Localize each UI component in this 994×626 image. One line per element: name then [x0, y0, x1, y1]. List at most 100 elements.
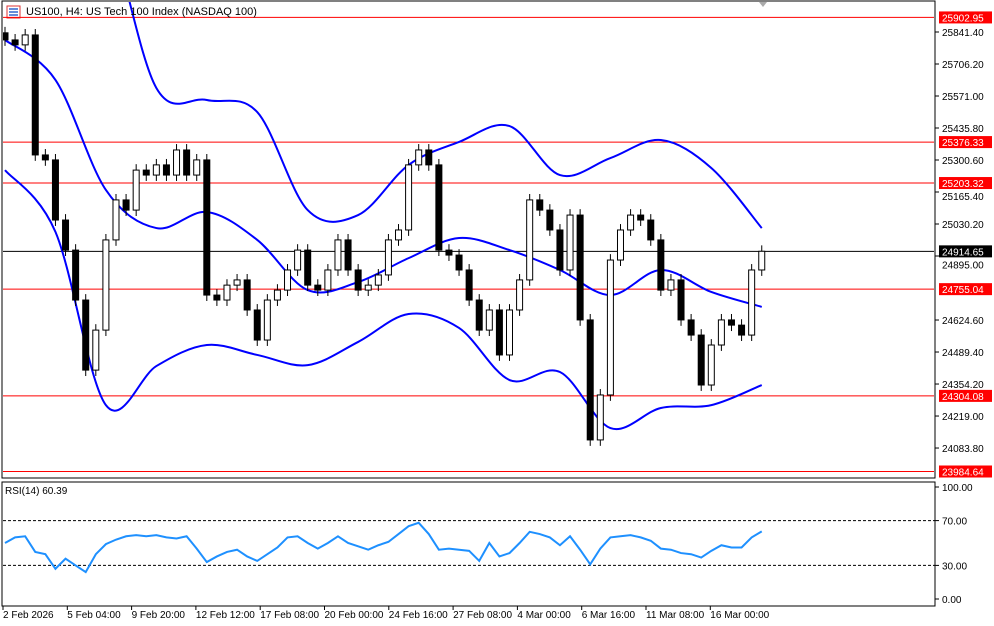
- time-tick-label: 2 Feb 2026: [3, 610, 54, 621]
- candle-body: [273, 289, 281, 301]
- candle-body: [233, 279, 241, 286]
- candle-body: [284, 269, 292, 291]
- candle-body: [62, 219, 70, 251]
- price-plot: [3, 2, 934, 472]
- candle: [445, 244, 453, 261]
- candle: [51, 153, 59, 226]
- candle-body: [223, 284, 231, 301]
- candle-body: [253, 309, 261, 341]
- candle: [152, 158, 160, 181]
- bollinger-upper-band: [128, 2, 763, 229]
- candle: [62, 214, 70, 257]
- candle-body: [31, 34, 39, 156]
- candle-body: [152, 164, 160, 176]
- candle-body: [112, 199, 120, 241]
- time-tick-label: 24 Feb 16:00: [389, 610, 448, 621]
- candle: [596, 389, 604, 446]
- candle: [122, 193, 130, 217]
- candle: [41, 149, 49, 166]
- candle-body: [485, 309, 493, 331]
- candle-body: [627, 214, 635, 231]
- candle: [455, 249, 463, 276]
- price-pane-frame: [1, 0, 936, 479]
- price-tick-label: 24219.00: [942, 412, 984, 423]
- candle-body: [738, 324, 746, 336]
- rsi-tick-label: 70.00: [942, 517, 967, 528]
- candle: [102, 233, 110, 337]
- candle-body: [263, 299, 271, 341]
- candle-body: [586, 319, 594, 441]
- time-tick-label: 17 Feb 08:00: [260, 610, 319, 621]
- price-tick-label: 25435.80: [942, 124, 984, 135]
- candle: [717, 314, 725, 351]
- candle-body: [415, 149, 423, 166]
- candle: [11, 33, 19, 51]
- rsi-pane-frame: [1, 481, 936, 607]
- bollinger-lower-band: [4, 169, 763, 431]
- level-price-label: 25376.33: [942, 138, 984, 149]
- candle-body: [667, 279, 675, 291]
- candle: [738, 319, 746, 341]
- candle-body: [51, 159, 59, 221]
- candle: [465, 264, 473, 306]
- candle: [273, 284, 281, 306]
- candle: [384, 233, 392, 281]
- candle: [324, 264, 332, 297]
- time-tick-label: 4 Mar 00:00: [517, 610, 571, 621]
- current-price-badge: [939, 245, 992, 258]
- rsi-tick-label: 30.00: [942, 561, 967, 572]
- candle-body: [707, 344, 715, 386]
- price-tick-label: 25165.40: [942, 192, 984, 203]
- candle: [304, 244, 312, 292]
- level-price-label: 25203.32: [942, 179, 984, 190]
- candle: [637, 209, 645, 226]
- candle-body: [566, 214, 574, 271]
- candle: [576, 209, 584, 326]
- level-price-label: 25902.95: [942, 13, 984, 24]
- candle: [183, 144, 191, 181]
- candle: [243, 274, 251, 316]
- candle: [233, 274, 241, 292]
- candle: [31, 29, 39, 161]
- candle: [687, 314, 695, 341]
- candle: [92, 324, 100, 377]
- candle: [516, 274, 524, 316]
- candle: [758, 245, 766, 276]
- candle: [677, 274, 685, 326]
- candle: [606, 254, 614, 401]
- candle-body: [203, 159, 211, 296]
- candle-body: [657, 239, 665, 291]
- level-price-badge: [939, 465, 992, 478]
- candle: [425, 144, 433, 171]
- candle: [284, 264, 292, 297]
- candle-body: [455, 254, 463, 271]
- candle: [162, 158, 170, 181]
- candle-body: [536, 199, 544, 211]
- chart-icon: [6, 5, 21, 19]
- candle: [415, 144, 423, 171]
- candle-body: [162, 164, 170, 176]
- candle: [647, 214, 655, 246]
- candle-body: [82, 299, 90, 371]
- candle-body: [758, 250, 766, 271]
- candle-body: [132, 169, 140, 211]
- candle: [112, 193, 120, 246]
- candle: [707, 339, 715, 391]
- time-tick-label: 6 Mar 16:00: [582, 610, 636, 621]
- candle: [475, 294, 483, 337]
- candle-body: [173, 149, 181, 176]
- candle-body: [576, 214, 584, 321]
- candle-body: [334, 239, 342, 271]
- candle: [253, 304, 261, 346]
- candle: [82, 294, 90, 377]
- candle-body: [21, 34, 29, 46]
- candle-body: [647, 219, 655, 241]
- price-tick-label: 25300.60: [942, 156, 984, 167]
- candle-body: [596, 394, 604, 441]
- level-price-badge: [939, 389, 992, 402]
- candle-body: [213, 294, 221, 301]
- level-price-label: 23984.64: [942, 467, 984, 478]
- candle-body: [516, 279, 524, 311]
